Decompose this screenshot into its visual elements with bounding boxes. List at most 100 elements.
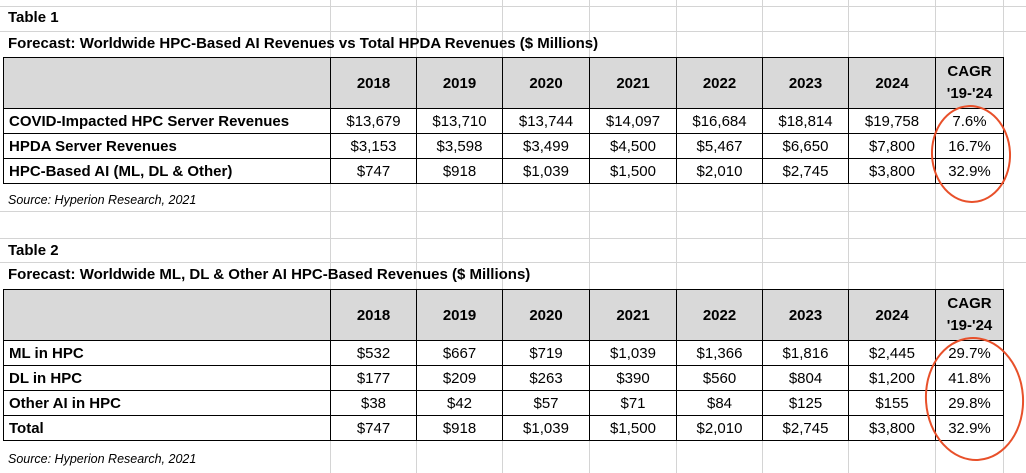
cagr-cell: 7.6% — [935, 108, 1004, 134]
cell: $532 — [330, 340, 417, 366]
gridline — [1003, 0, 1004, 473]
cell: $13,744 — [502, 108, 590, 134]
cell: $19,758 — [848, 108, 936, 134]
gridline — [935, 0, 936, 473]
table1-col-header: 2022 — [676, 57, 763, 109]
cell: $1,039 — [589, 340, 677, 366]
table-row: Total $747 $918 $1,039 $1,500 $2,010 $2,… — [3, 415, 1004, 441]
cell: $38 — [330, 390, 417, 416]
cagr-header-line2: '19-'24 — [946, 317, 993, 334]
cagr-cell: 32.9% — [935, 158, 1004, 184]
cell: $2,745 — [762, 158, 849, 184]
row-label: DL in HPC — [3, 365, 331, 391]
table1: 2018 2019 2020 2021 2022 2023 2024 CAGR … — [3, 57, 1004, 184]
table1-col-header: 2019 — [416, 57, 503, 109]
cell: $13,710 — [416, 108, 503, 134]
table2: 2018 2019 2020 2021 2022 2023 2024 CAGR … — [3, 289, 1004, 441]
cagr-header-line1: CAGR — [947, 63, 992, 80]
table2-header-blank — [3, 289, 331, 341]
cell: $1,039 — [502, 158, 590, 184]
table1-label: Table 1 — [8, 9, 59, 26]
cell: $7,800 — [848, 133, 936, 159]
cell: $209 — [416, 365, 503, 391]
cell: $57 — [502, 390, 590, 416]
cagr-cell: 29.7% — [935, 340, 1004, 366]
table2-col-header: 2018 — [330, 289, 417, 341]
table1-col-header: 2023 — [762, 57, 849, 109]
cell: $3,598 — [416, 133, 503, 159]
cell: $1,200 — [848, 365, 936, 391]
cell: $155 — [848, 390, 936, 416]
gridline — [0, 31, 1026, 32]
cell: $747 — [330, 158, 417, 184]
cagr-cell: 32.9% — [935, 415, 1004, 441]
table2-source: Source: Hyperion Research, 2021 — [8, 452, 197, 466]
cell: $667 — [416, 340, 503, 366]
table1-col-header: 2024 — [848, 57, 936, 109]
table-row: HPC-Based AI (ML, DL & Other) $747 $918 … — [3, 158, 1004, 184]
cagr-cell: 29.8% — [935, 390, 1004, 416]
table2-col-header: 2021 — [589, 289, 677, 341]
cell: $71 — [589, 390, 677, 416]
cell: $42 — [416, 390, 503, 416]
cell: $2,010 — [676, 158, 763, 184]
gridline — [848, 0, 849, 473]
cell: $1,500 — [589, 158, 677, 184]
row-label: ML in HPC — [3, 340, 331, 366]
cell: $18,814 — [762, 108, 849, 134]
row-label: HPC-Based AI (ML, DL & Other) — [3, 158, 331, 184]
cell: $2,445 — [848, 340, 936, 366]
cell: $1,039 — [502, 415, 590, 441]
cell: $918 — [416, 158, 503, 184]
cagr-header-line1: CAGR — [947, 295, 992, 312]
cell: $6,650 — [762, 133, 849, 159]
table2-label: Table 2 — [8, 242, 59, 259]
cell: $16,684 — [676, 108, 763, 134]
table1-source: Source: Hyperion Research, 2021 — [8, 193, 197, 207]
table2-title: Forecast: Worldwide ML, DL & Other AI HP… — [8, 266, 531, 283]
cagr-cell: 41.8% — [935, 365, 1004, 391]
gridline — [676, 0, 677, 473]
cell: $1,366 — [676, 340, 763, 366]
table-row: DL in HPC $177 $209 $263 $390 $560 $804 … — [3, 365, 1004, 391]
cell: $14,097 — [589, 108, 677, 134]
cell: $918 — [416, 415, 503, 441]
cell: $4,500 — [589, 133, 677, 159]
table1-title: Forecast: Worldwide HPC-Based AI Revenue… — [8, 35, 599, 52]
cell: $3,800 — [848, 415, 936, 441]
cagr-cell: 16.7% — [935, 133, 1004, 159]
cell: $804 — [762, 365, 849, 391]
gridline — [0, 211, 1026, 212]
gridline — [502, 0, 503, 473]
cell: $719 — [502, 340, 590, 366]
cell: $263 — [502, 365, 590, 391]
cell: $2,010 — [676, 415, 763, 441]
table2-cagr-header: CAGR '19-'24 — [935, 289, 1004, 341]
row-label: HPDA Server Revenues — [3, 133, 331, 159]
cell: $3,800 — [848, 158, 936, 184]
cagr-header-line2: '19-'24 — [946, 85, 993, 102]
cell: $84 — [676, 390, 763, 416]
table-row: ML in HPC $532 $667 $719 $1,039 $1,366 $… — [3, 340, 1004, 366]
table-row: COVID-Impacted HPC Server Revenues $13,6… — [3, 108, 1004, 134]
cell: $13,679 — [330, 108, 417, 134]
table1-col-header: 2018 — [330, 57, 417, 109]
table-row: HPDA Server Revenues $3,153 $3,598 $3,49… — [3, 133, 1004, 159]
cell: $177 — [330, 365, 417, 391]
gridline — [416, 0, 417, 473]
table1-col-header: 2020 — [502, 57, 590, 109]
gridline — [330, 0, 331, 473]
cell: $1,500 — [589, 415, 677, 441]
table2-col-header: 2024 — [848, 289, 936, 341]
table2-header-row: 2018 2019 2020 2021 2022 2023 2024 CAGR … — [3, 289, 1004, 341]
table2-col-header: 2022 — [676, 289, 763, 341]
table1-col-header: 2021 — [589, 57, 677, 109]
table2-col-header: 2023 — [762, 289, 849, 341]
table-row: Other AI in HPC $38 $42 $57 $71 $84 $125… — [3, 390, 1004, 416]
gridline — [589, 0, 590, 473]
cell: $5,467 — [676, 133, 763, 159]
table1-cagr-header: CAGR '19-'24 — [935, 57, 1004, 109]
cell: $3,499 — [502, 133, 590, 159]
table1-header-blank — [3, 57, 331, 109]
